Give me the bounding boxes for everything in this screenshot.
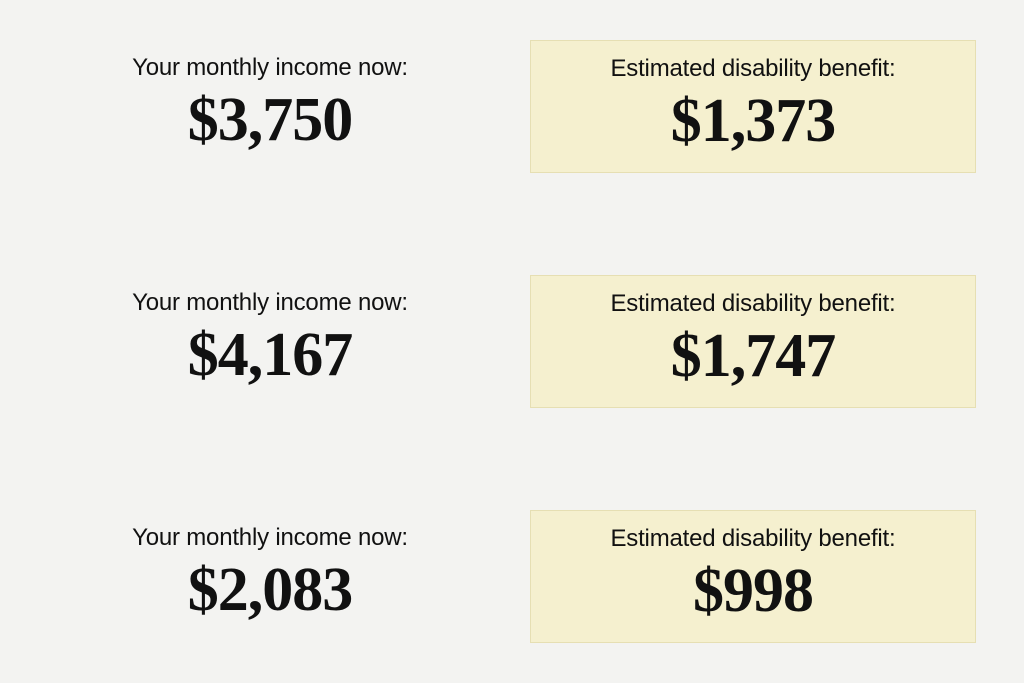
comparison-row: Your monthly income now: $4,167 Estimate…: [48, 275, 976, 408]
comparison-row: Your monthly income now: $2,083 Estimate…: [48, 510, 976, 643]
income-label: Your monthly income now:: [68, 289, 472, 317]
income-value: $3,750: [68, 88, 472, 153]
income-card: Your monthly income now: $2,083: [48, 510, 492, 643]
income-value: $2,083: [68, 558, 472, 623]
benefit-value: $1,373: [551, 89, 955, 154]
comparison-row: Your monthly income now: $3,750 Estimate…: [48, 40, 976, 173]
benefit-value: $998: [551, 559, 955, 624]
benefit-card: Estimated disability benefit: $1,373: [530, 40, 976, 173]
benefit-label: Estimated disability benefit:: [551, 55, 955, 83]
income-card: Your monthly income now: $4,167: [48, 275, 492, 408]
benefit-label: Estimated disability benefit:: [551, 290, 955, 318]
benefit-card: Estimated disability benefit: $998: [530, 510, 976, 643]
income-card: Your monthly income now: $3,750: [48, 40, 492, 173]
income-value: $4,167: [68, 323, 472, 388]
benefit-value: $1,747: [551, 324, 955, 389]
benefit-card: Estimated disability benefit: $1,747: [530, 275, 976, 408]
benefit-label: Estimated disability benefit:: [551, 525, 955, 553]
income-label: Your monthly income now:: [68, 54, 472, 82]
income-label: Your monthly income now:: [68, 524, 472, 552]
